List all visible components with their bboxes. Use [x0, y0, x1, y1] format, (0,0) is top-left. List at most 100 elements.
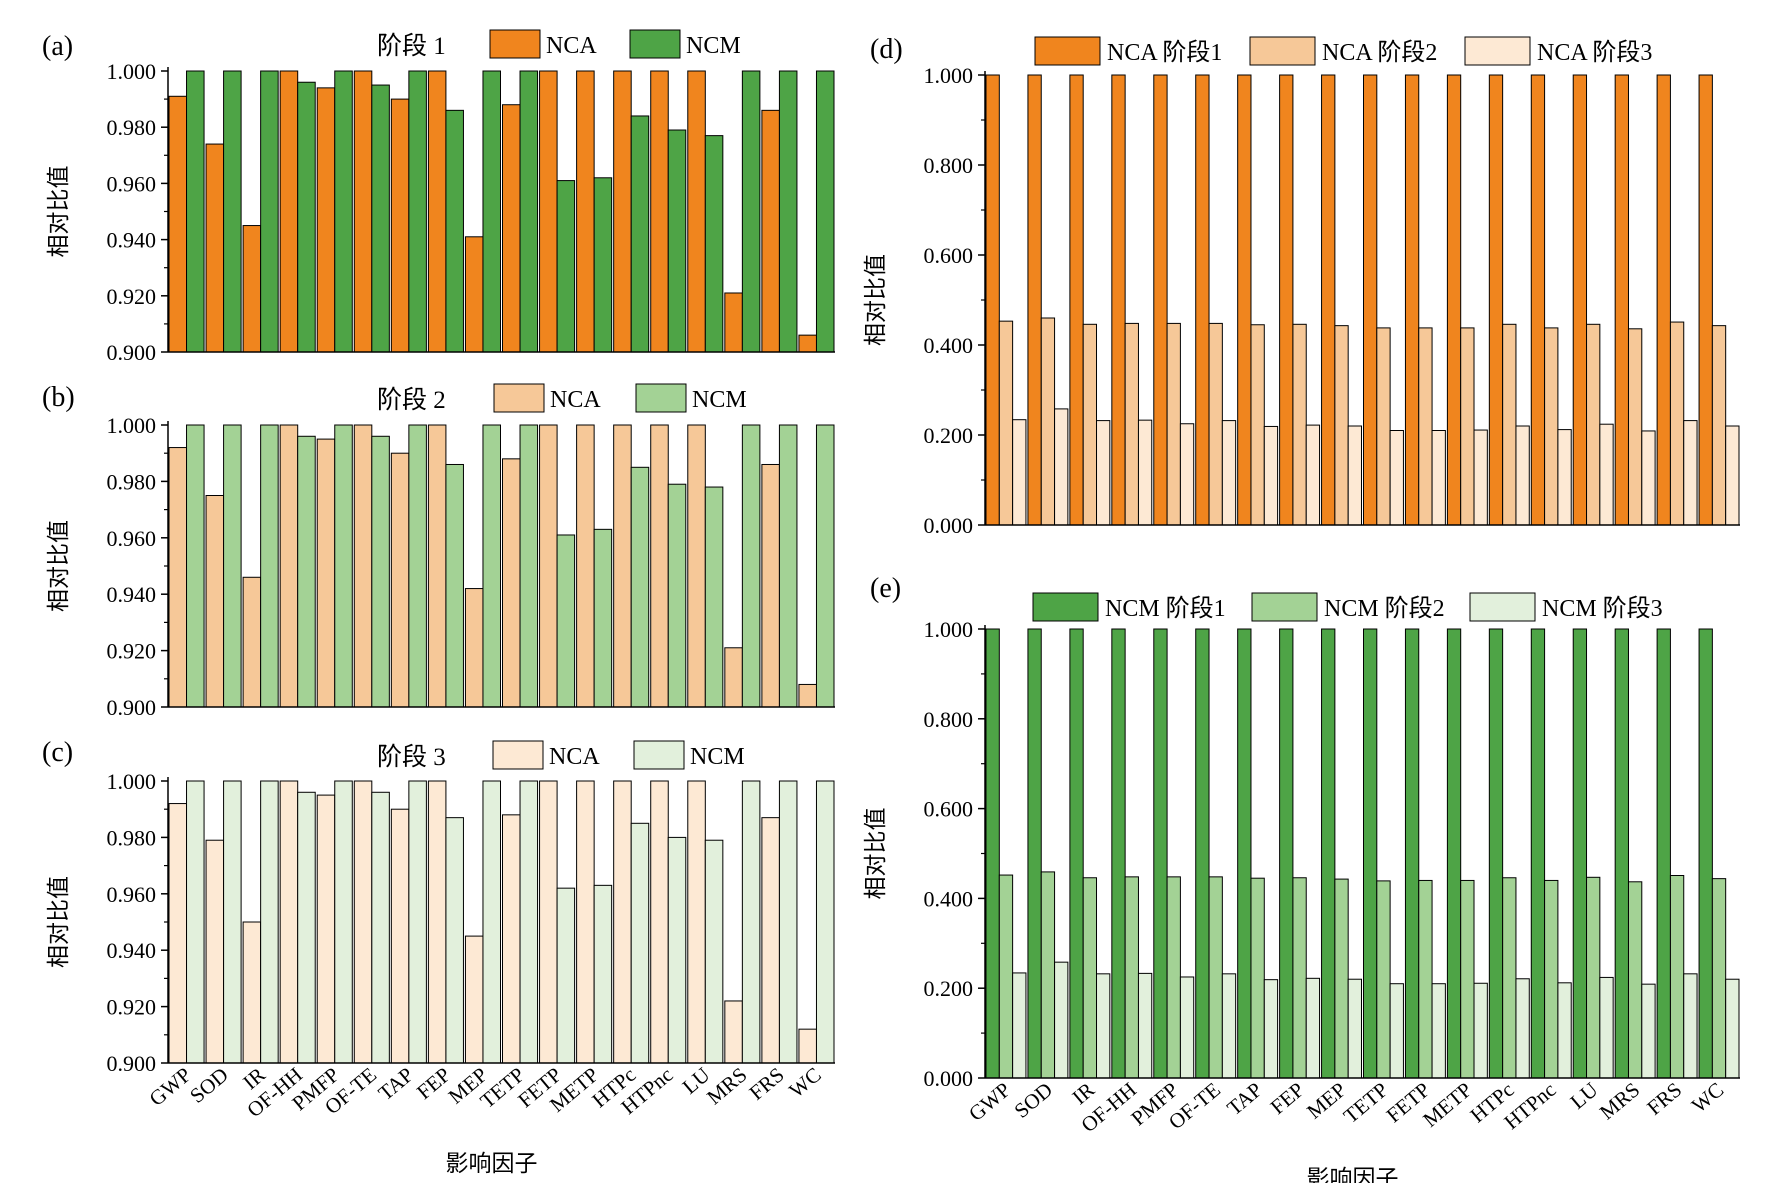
bar-nca2-HTPc [1502, 323, 1517, 526]
bar-ncm2-OF-HH [1124, 876, 1139, 1079]
bar-ncm3-TAP [1263, 979, 1279, 1079]
x-tick-label: TAP [1222, 1077, 1267, 1120]
bar-ncm1-TAP [1237, 628, 1252, 1079]
bar-ncm3-HTPnc [1557, 982, 1572, 1079]
x-tick-label: WC [784, 1062, 825, 1102]
x-tick-label: METP [1418, 1077, 1476, 1131]
bar-ncm2-TETP [519, 424, 539, 708]
bar-nca2-TAP [390, 452, 410, 708]
legend-item: NCM [629, 29, 741, 59]
bar-ncm3-FEP [445, 817, 464, 1064]
chart-panel-b: (b) 阶段 2 0.900 0.920 0.940 0.960 0.980 1.000 相对比… [42, 382, 835, 720]
y-tick-label: 0.200 [924, 976, 974, 1001]
bar-ncm2-SOD [1040, 871, 1056, 1079]
legend-item: NCA 阶段1 [1034, 36, 1222, 66]
bar-ncm2-SOD [223, 424, 242, 708]
legend-label: NCM [690, 744, 745, 770]
bar-nca1-MEP [1321, 74, 1336, 526]
bar-ncm1-TETP [519, 70, 539, 353]
x-tick-label: FRS [1642, 1077, 1686, 1119]
y-tick-label: 0.900 [107, 340, 157, 365]
bar-nca1-HTPc [613, 70, 632, 353]
chart-panel-a: (a) 阶段 1 0.900 0.920 0.940 0.960 0.980 1.000 相对比… [42, 29, 835, 365]
bar-ncm3-OF-HH [1137, 972, 1153, 1079]
bar-ncm1-TETP [1363, 628, 1378, 1079]
y-axis-title: 相对比值 [46, 166, 72, 258]
bar-nca1-FETP [1404, 74, 1420, 526]
bar-nca3-OF-HH [1137, 419, 1153, 526]
bar-ncm1-IR [1069, 628, 1084, 1079]
x-tick-label: MRS [1595, 1077, 1644, 1124]
bar-ncm2-HTPnc [667, 483, 687, 708]
bar-ncm1-METP [1446, 628, 1462, 1079]
panel-label: (d) [870, 34, 903, 65]
bar-ncm3-TAP [408, 780, 427, 1064]
legend-label: NCM [692, 387, 747, 413]
bar-ncm3-OF-TE [371, 791, 390, 1064]
bar-ncm2-GWP [186, 424, 205, 708]
bar-nca1-TAP [1237, 74, 1252, 526]
legend-label: NCA 阶段2 [1322, 39, 1437, 66]
bar-ncm1-TAP [408, 70, 427, 353]
bar-ncm2-FETP [1418, 879, 1433, 1079]
legend-label: NCM 阶段2 [1324, 595, 1445, 622]
y-tick-label: 1.000 [924, 63, 974, 88]
bar-ncm1-MRS [1614, 628, 1629, 1079]
bar-nca3-METP [576, 780, 595, 1064]
bar-nca2-PMFP [316, 438, 336, 708]
bar-nca2-FEP [1292, 323, 1307, 526]
y-tick-label: 0.000 [924, 1066, 974, 1091]
bar-nca3-HTPnc [1557, 429, 1572, 526]
bar-nca2-SOD [205, 495, 225, 708]
bar-ncm3-IR [260, 780, 279, 1064]
legend-label: NCA [549, 744, 600, 770]
bar-nca2-IR [242, 576, 262, 708]
bar-ncm2-IR [260, 424, 279, 708]
bar-nca1-IR [242, 225, 262, 353]
bar-nca2-OF-HH [279, 424, 299, 708]
bar-ncm1-OF-TE [371, 84, 390, 353]
x-axis-title: 影响因子 [1307, 1166, 1399, 1183]
bar-ncm2-METP [593, 528, 613, 708]
legend-swatch [1469, 592, 1536, 622]
bar-nca1-PMFP [1153, 74, 1168, 526]
bar-nca1-HTPnc [650, 70, 669, 353]
panel-label: (c) [42, 737, 73, 768]
bar-nca2-MRS [1627, 328, 1643, 526]
bar-ncm2-HTPc [1502, 877, 1517, 1079]
bar-nca2-FEP [427, 424, 447, 708]
y-tick-label: 0.980 [107, 469, 157, 494]
bar-ncm1-OF-HH [1111, 628, 1126, 1079]
bar-ncm1-LU [1572, 628, 1588, 1079]
bar-nca2-FRS [1669, 321, 1685, 526]
bar-ncm2-FRS [778, 424, 798, 708]
legend-item: NCA 阶段3 [1464, 36, 1652, 66]
bar-ncm2-WC [1711, 878, 1727, 1079]
bar-nca2-TAP [1250, 324, 1265, 526]
legend-item: NCA [489, 29, 597, 59]
bar-nca1-PMFP [316, 87, 336, 353]
y-tick-label: 0.600 [924, 243, 974, 268]
bar-nca2-TETP [502, 458, 521, 708]
legend-item: NCM 阶段2 [1251, 592, 1445, 622]
bar-ncm1-MEP [482, 70, 502, 353]
bar-ncm2-MRS [1627, 881, 1643, 1079]
bar-nca2-WC [1711, 325, 1727, 526]
bar-nca2-LU [687, 424, 706, 708]
bar-ncm3-WC [1725, 978, 1740, 1079]
x-tick-label: FEP [1266, 1077, 1309, 1119]
legend-label: NCM 阶段3 [1542, 595, 1663, 622]
bar-ncm3-METP [1473, 982, 1488, 1079]
bar-ncm3-MRS [741, 780, 761, 1064]
y-tick-label: 0.600 [924, 797, 974, 822]
bar-nca3-PMFP [1179, 423, 1195, 526]
bar-nca3-HTPnc [650, 780, 669, 1064]
bar-nca3-PMFP [316, 794, 336, 1064]
bar-ncm3-METP [593, 884, 613, 1064]
bar-ncm3-SOD [223, 780, 242, 1064]
bar-nca2-METP [1460, 327, 1475, 526]
bar-ncm2-PMFP [1166, 876, 1181, 1079]
y-tick-label: 1.000 [107, 769, 157, 794]
bar-ncm3-HTPc [1515, 978, 1530, 1079]
bar-nca2-MRS [724, 647, 743, 708]
